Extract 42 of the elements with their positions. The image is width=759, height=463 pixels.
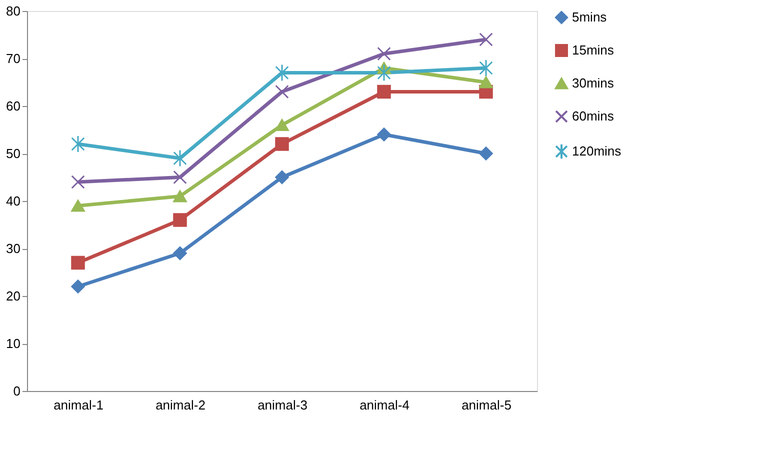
legend-label: 30mins <box>572 76 614 90</box>
legend-label: 15mins <box>572 42 614 58</box>
point <box>71 280 85 294</box>
x-tick-label: animal-1 <box>54 398 104 412</box>
point <box>275 84 289 99</box>
point <box>173 170 187 184</box>
point <box>173 213 187 227</box>
y-tick-label: 80 <box>6 4 20 18</box>
y-tick-label: 20 <box>6 288 20 304</box>
point <box>275 64 289 82</box>
legend-label: 120mins <box>572 144 622 158</box>
point <box>479 32 493 46</box>
point <box>377 84 391 99</box>
point <box>173 190 187 202</box>
point <box>479 146 493 160</box>
point <box>71 200 85 212</box>
point <box>275 170 289 184</box>
y-tick-label: 0 <box>13 384 20 398</box>
y-tick-label: 40 <box>6 194 20 208</box>
legend-label: 60mins <box>572 108 614 124</box>
point <box>275 137 289 151</box>
point <box>377 64 391 82</box>
point <box>377 46 391 61</box>
x-tick-label: animal-2 <box>156 398 206 412</box>
point <box>71 256 85 270</box>
x-tick-label: animal-5 <box>462 398 512 412</box>
y-tick-label: 50 <box>6 146 20 161</box>
y-tick-label: 10 <box>6 336 20 351</box>
point <box>71 135 85 153</box>
y-tick-label: 30 <box>6 241 20 256</box>
point <box>479 76 493 88</box>
y-tick-label: 60 <box>6 98 20 114</box>
point <box>71 175 85 189</box>
point <box>173 246 187 260</box>
point <box>275 118 289 132</box>
x-tick-label: animal-3 <box>258 398 308 412</box>
y-tick-label: 70 <box>6 51 20 66</box>
point <box>377 128 391 142</box>
legend-label: 5mins <box>572 10 608 24</box>
point <box>479 59 493 77</box>
x-tick-label: animal-4 <box>360 398 410 412</box>
point <box>173 150 187 167</box>
